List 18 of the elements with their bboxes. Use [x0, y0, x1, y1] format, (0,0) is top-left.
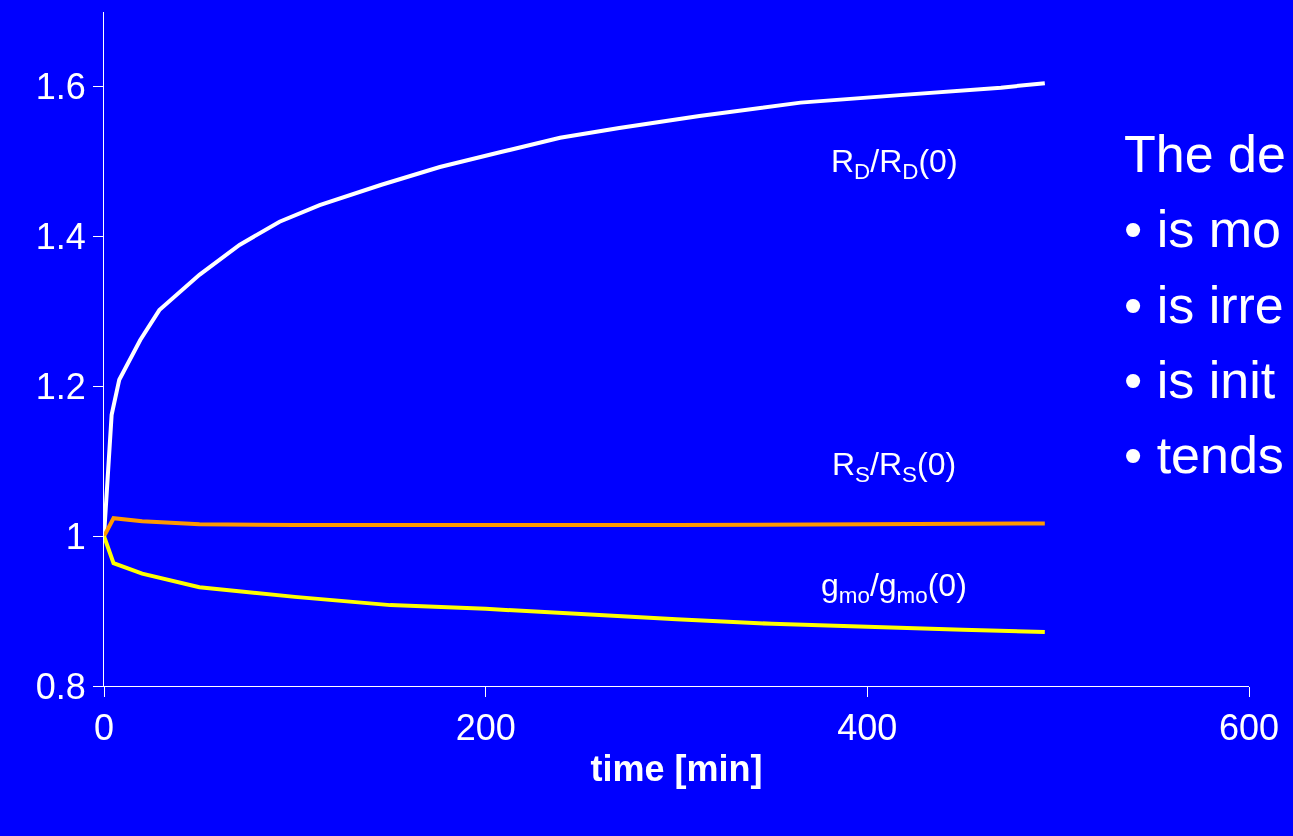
x-tick-label: 200	[455, 707, 516, 749]
y-tick-label: 1.2	[35, 366, 86, 408]
annotation: • is irre	[1124, 276, 1284, 334]
y-tick-label: 0.8	[35, 665, 86, 707]
series-label: R$_{S}$/R$_{S}$(0)	[832, 446, 957, 487]
x-tick-label: 400	[837, 707, 898, 749]
series-label: R$_{D}$/R$_{D}$(0)	[831, 143, 958, 184]
x-tick-label: 0	[93, 707, 115, 749]
annotation: • is mo	[1124, 200, 1281, 258]
y-tick-label: 1.4	[35, 216, 86, 258]
annotation: • tends	[1124, 426, 1284, 484]
y-tick-label: 1.6	[35, 66, 86, 108]
annotation: The de	[1124, 125, 1286, 183]
series-label: g$_{mo}$/g$_{mo}$(0)	[821, 567, 967, 608]
annotation: • is init	[1124, 351, 1276, 409]
y-tick-label: 1	[65, 515, 86, 557]
x-tick-label: 600	[1218, 707, 1280, 749]
x-axis-title: time [min]	[590, 747, 763, 789]
